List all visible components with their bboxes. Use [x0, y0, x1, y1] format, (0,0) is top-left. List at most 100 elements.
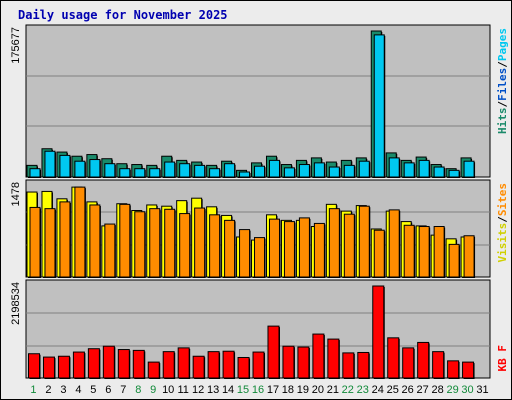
- x-tick-label: 2: [45, 384, 51, 396]
- bar-kb-f: [28, 353, 40, 379]
- bar-sites: [433, 226, 445, 278]
- bar-files: [59, 154, 71, 178]
- x-tick-label: 15: [237, 384, 249, 396]
- legend-2: KB F: [496, 345, 509, 372]
- bar-kb-f: [342, 352, 355, 379]
- x-tick-label: 6: [105, 384, 111, 396]
- bar-kb-f: [282, 345, 295, 379]
- bar-sites: [328, 208, 340, 278]
- x-tick-label: 21: [327, 384, 339, 396]
- bar-files: [119, 168, 131, 178]
- x-tick-label: 28: [431, 384, 443, 396]
- bar-files: [134, 168, 146, 178]
- bar-sites: [119, 203, 131, 278]
- bar-kb-f: [57, 355, 70, 379]
- x-tick-label: 23: [357, 384, 369, 396]
- legend-entry: /: [496, 101, 509, 108]
- bar-kb-f: [297, 346, 310, 379]
- bar-sites: [343, 213, 355, 278]
- bar-sites: [89, 204, 101, 278]
- bar-sites: [313, 222, 325, 278]
- x-tick-label: 29: [446, 384, 458, 396]
- legend-0: Hits/Files/Pages: [496, 28, 509, 134]
- bar-sites: [239, 229, 251, 278]
- bar-kb-f: [147, 361, 160, 379]
- legend-entry: Sites: [496, 183, 509, 216]
- legend-entry: /: [496, 216, 509, 223]
- y-max-label: 175677: [10, 27, 22, 64]
- bar-kb-f: [252, 351, 265, 379]
- x-tick-label: 12: [192, 384, 204, 396]
- bar-kb-f: [87, 348, 100, 379]
- bar-files: [29, 168, 41, 178]
- bar-sites: [164, 208, 176, 278]
- legend-entry: Hits: [496, 108, 509, 135]
- bar-files: [74, 160, 86, 178]
- bar-sites: [418, 226, 430, 278]
- bar-kb-f: [72, 351, 85, 379]
- bar-kb-f: [42, 356, 55, 379]
- bar-kb-f: [372, 285, 385, 379]
- bar-files: [224, 163, 236, 178]
- bar-kb-f: [132, 349, 145, 379]
- chart-title: Daily usage for November 2025: [18, 8, 228, 22]
- x-tick-label: 3: [60, 384, 66, 396]
- bar-sites: [403, 224, 415, 278]
- bar-sites: [254, 237, 266, 278]
- bar-sites: [134, 211, 146, 278]
- x-tick-label: 8: [135, 384, 141, 396]
- x-tick-label: 4: [75, 384, 81, 396]
- bar-sites: [29, 206, 41, 278]
- bar-sites: [149, 208, 161, 278]
- bar-kb-f: [447, 360, 460, 379]
- bar-sites: [283, 221, 295, 278]
- x-tick-label: 13: [207, 384, 219, 396]
- x-tick-label: 11: [177, 384, 188, 396]
- bar-files: [328, 166, 340, 178]
- x-tick-label: 18: [282, 384, 294, 396]
- bar-kb-f: [162, 351, 175, 379]
- bar-files: [373, 34, 385, 178]
- bar-files: [194, 164, 206, 178]
- legend-entry: Files: [496, 68, 509, 101]
- x-tick-label: 22: [342, 384, 354, 396]
- bar-sites: [179, 213, 191, 278]
- bar-kb-f: [102, 345, 115, 379]
- bar-sites: [448, 243, 460, 278]
- bar-kb-f: [267, 325, 280, 379]
- bar-files: [343, 164, 355, 178]
- x-tick-label: 14: [222, 384, 234, 396]
- bar-kb-f: [177, 347, 190, 379]
- bar-sites: [209, 214, 221, 278]
- bar-files: [268, 159, 280, 178]
- x-tick-label: 20: [312, 384, 324, 396]
- bar-files: [388, 157, 400, 178]
- bar-kb-f: [117, 349, 130, 379]
- bar-sites: [388, 209, 400, 278]
- x-tick-label: 30: [461, 384, 473, 396]
- bar-sites: [358, 205, 370, 278]
- x-tick-label: 27: [417, 384, 429, 396]
- legend-1: Visits/Sites: [496, 183, 509, 263]
- x-tick-label: 17: [267, 384, 279, 396]
- bar-kb-f: [402, 347, 415, 379]
- bar-files: [179, 163, 191, 178]
- legend-entry: Pages: [496, 28, 509, 61]
- x-tick-label: 25: [387, 384, 399, 396]
- x-tick-label: 19: [297, 384, 309, 396]
- legend-entry: Visits: [496, 223, 509, 263]
- bar-files: [283, 167, 295, 178]
- bar-kb-f: [357, 351, 370, 379]
- bar-sites: [194, 207, 206, 278]
- bar-kb-f: [192, 355, 205, 379]
- x-tick-label: 31: [476, 384, 488, 396]
- bar-kb-f: [432, 351, 445, 379]
- bar-files: [89, 159, 101, 178]
- bar-kb-f: [417, 341, 430, 379]
- bar-kb-f: [222, 350, 235, 379]
- bar-files: [254, 165, 266, 178]
- bar-files: [358, 160, 370, 178]
- bar-kb-f: [327, 338, 340, 379]
- legend-entry: /: [496, 61, 509, 68]
- bar-sites: [224, 219, 236, 278]
